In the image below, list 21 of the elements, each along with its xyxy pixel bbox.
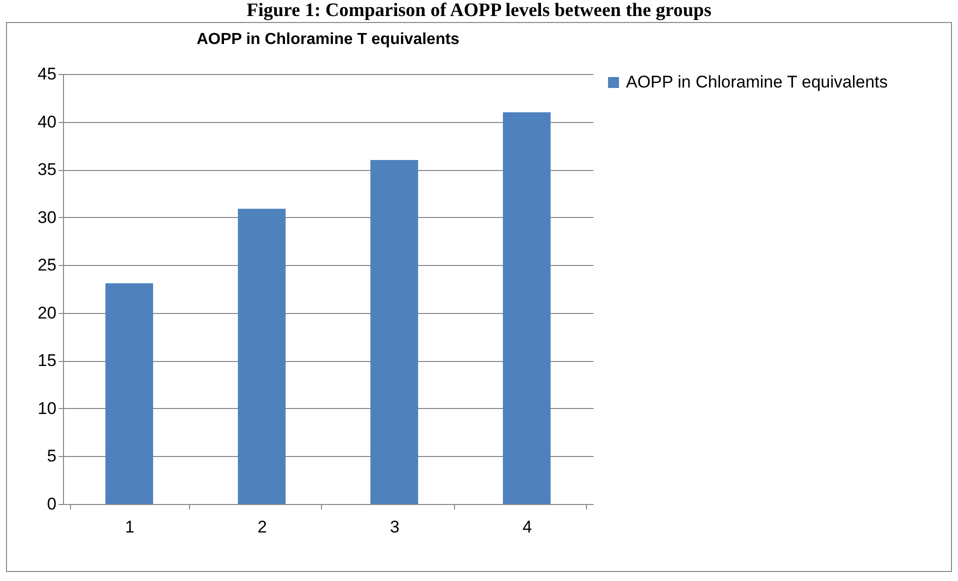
y-tick-label: 35 bbox=[38, 160, 56, 180]
legend-label: AOPP in Chloramine T equivalents bbox=[626, 72, 888, 92]
y-tick-label: 20 bbox=[38, 303, 56, 322]
y-tick-label: 30 bbox=[38, 208, 56, 227]
y-tick-label: 40 bbox=[38, 112, 56, 132]
bar bbox=[502, 112, 551, 504]
y-tick-label: 25 bbox=[38, 256, 56, 275]
bar bbox=[238, 208, 286, 504]
bar bbox=[105, 283, 154, 504]
x-tick-label: 4 bbox=[522, 518, 532, 536]
y-tick-label: 5 bbox=[47, 446, 56, 466]
bar bbox=[370, 160, 418, 504]
y-tick-label: 45 bbox=[38, 64, 56, 84]
y-tick-label: 15 bbox=[38, 351, 56, 370]
caption: Figure 1: Comparison of AOPP levels between the groups bbox=[246, 0, 712, 22]
y-tick-label: 0 bbox=[47, 494, 56, 514]
x-tick-label: 2 bbox=[258, 518, 267, 536]
y-tick-label: 10 bbox=[38, 398, 56, 418]
x-tick-label: 1 bbox=[125, 518, 134, 536]
x-tick-label: 3 bbox=[390, 518, 400, 536]
chart-title: AOPP in Chloramine T equivalents bbox=[196, 31, 460, 48]
